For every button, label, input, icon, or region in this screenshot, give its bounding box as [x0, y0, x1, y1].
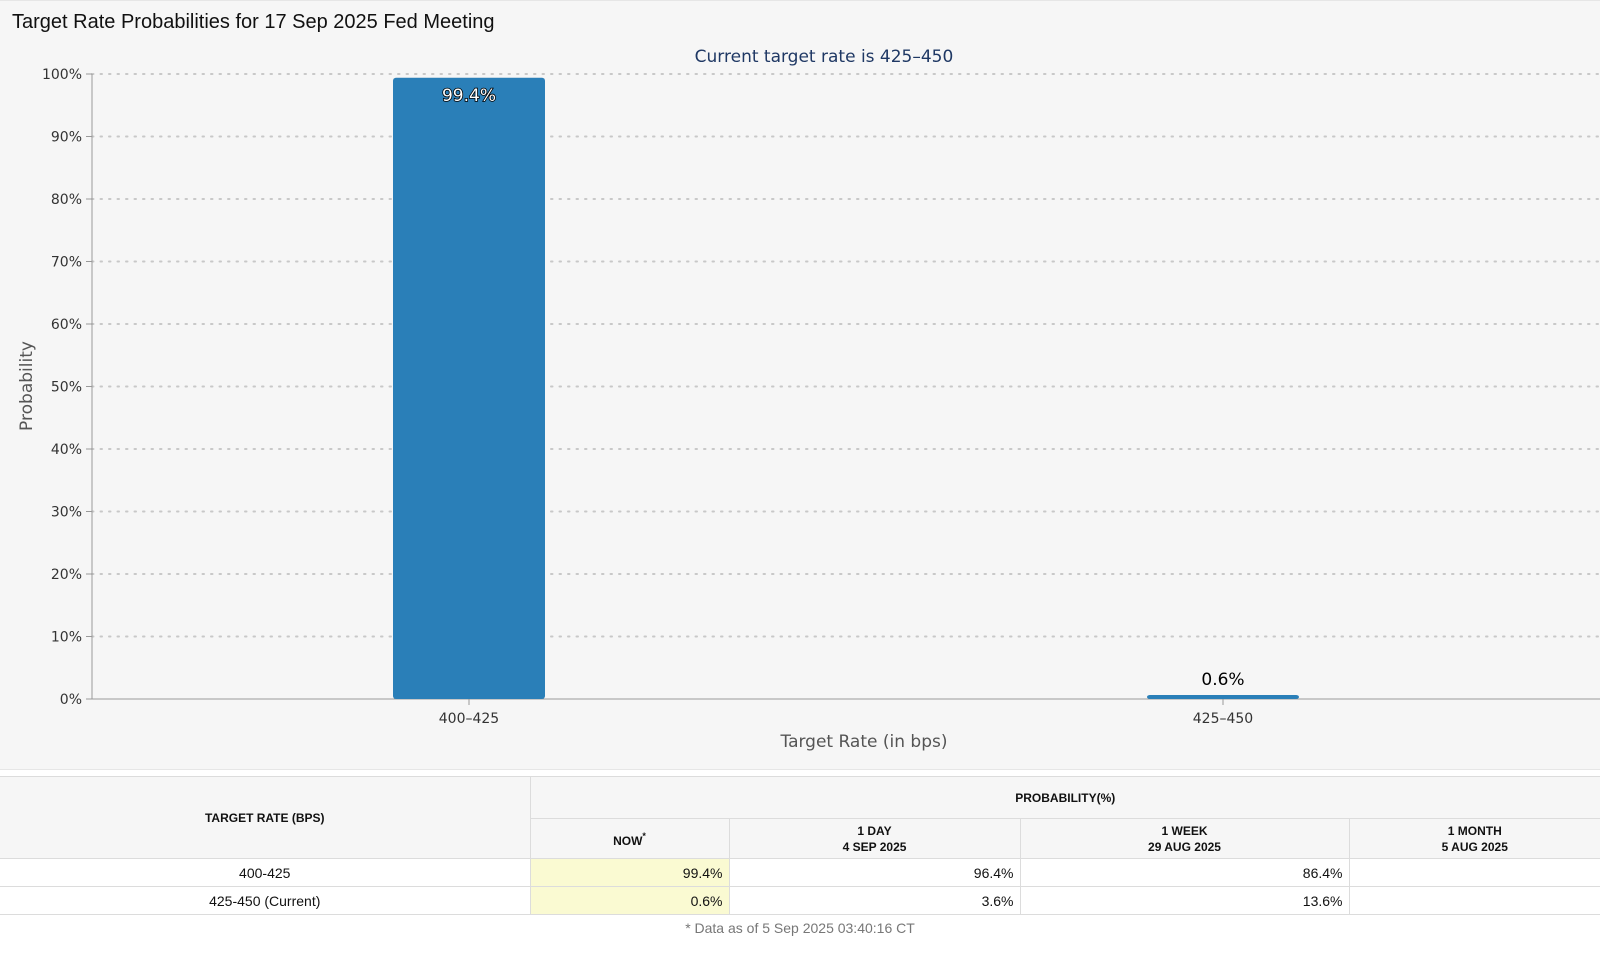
table-row: 425-450 (Current) 0.6% 3.6% 13.6%	[0, 886, 1600, 915]
cell-now: 99.4%	[529, 858, 729, 887]
y-tick-label: 30%	[51, 505, 82, 521]
y-tick-label: 40%	[51, 442, 82, 458]
col-header-1-week: 1 WEEK 29 AUG 2025	[1019, 818, 1350, 859]
cell-1-month	[1348, 886, 1600, 915]
header-probability: PROBABILITY(%)	[529, 776, 1600, 819]
y-tick-label: 10%	[51, 630, 82, 646]
cell-1-day: 96.4%	[728, 858, 1020, 887]
x-tick-label: 400–425	[439, 711, 499, 727]
bar-chart: 0% 10% 20% 30% 40% 50% 60% 70% 80% 90% 100% 400–425…	[17, 47, 1600, 752]
col-header-1-week-date: 29 AUG 2025	[1148, 839, 1221, 854]
cell-1-day: 3.6%	[728, 886, 1020, 915]
y-tick-label: 0%	[60, 692, 82, 708]
y-tick-label: 100%	[42, 67, 82, 83]
cell-1-month	[1348, 858, 1600, 887]
bar-1	[393, 77, 545, 699]
row-rate: 400-425	[0, 858, 530, 887]
y-tick-label: 90%	[51, 130, 82, 146]
y-tick-label: 70%	[51, 255, 82, 271]
col-header-1-month-date: 5 AUG 2025	[1441, 839, 1508, 854]
chart-panel: Target Rate Probabilities for 17 Sep 202…	[0, 0, 1600, 770]
data-label: 0.6%	[1201, 670, 1244, 690]
cell-1-week: 13.6%	[1019, 886, 1349, 915]
x-tick-label: 425–450	[1193, 711, 1253, 727]
row-rate: 425-450 (Current)	[0, 886, 530, 915]
col-header-now: NOW*	[529, 818, 730, 859]
col-header-1-month-label: 1 MONTH	[1447, 823, 1502, 838]
data-timestamp-footnote: * Data as of 5 Sep 2025 03:40:16 CT	[685, 920, 915, 936]
y-tick-label: 60%	[51, 317, 82, 333]
x-axis-title: Target Rate (in bps)	[780, 732, 948, 752]
table-row: 400-425 99.4% 96.4% 86.4%	[0, 858, 1600, 887]
cell-1-week: 86.4%	[1019, 858, 1349, 887]
y-tick-label: 20%	[51, 567, 82, 583]
now-asterisk: *	[642, 831, 646, 841]
y-tick-label: 80%	[51, 192, 82, 208]
probability-table-wrap: TARGET RATE (BPS) PROBABILITY(%) NOW* 1 …	[0, 776, 1600, 915]
cell-now: 0.6%	[529, 886, 729, 915]
col-header-1-month: 1 MONTH 5 AUG 2025	[1348, 818, 1600, 859]
probability-table: TARGET RATE (BPS) PROBABILITY(%) NOW* 1 …	[0, 776, 1600, 915]
bar-2	[1147, 695, 1299, 699]
col-header-1-week-label: 1 WEEK	[1161, 823, 1208, 838]
chart-subtitle: Current target rate is 425–450	[695, 47, 954, 67]
data-label: 99.4%	[442, 86, 496, 106]
col-header-1-day-label: 1 DAY	[857, 823, 892, 838]
page-title: Target Rate Probabilities for 17 Sep 202…	[12, 11, 495, 33]
y-tick-label: 50%	[51, 380, 82, 396]
col-header-1-day: 1 DAY 4 SEP 2025	[728, 818, 1021, 859]
col-header-1-day-date: 4 SEP 2025	[842, 839, 907, 854]
col-header-now-label: NOW	[613, 834, 643, 848]
header-target-rate: TARGET RATE (BPS)	[0, 776, 531, 859]
y-axis-title: Probability	[17, 341, 37, 431]
